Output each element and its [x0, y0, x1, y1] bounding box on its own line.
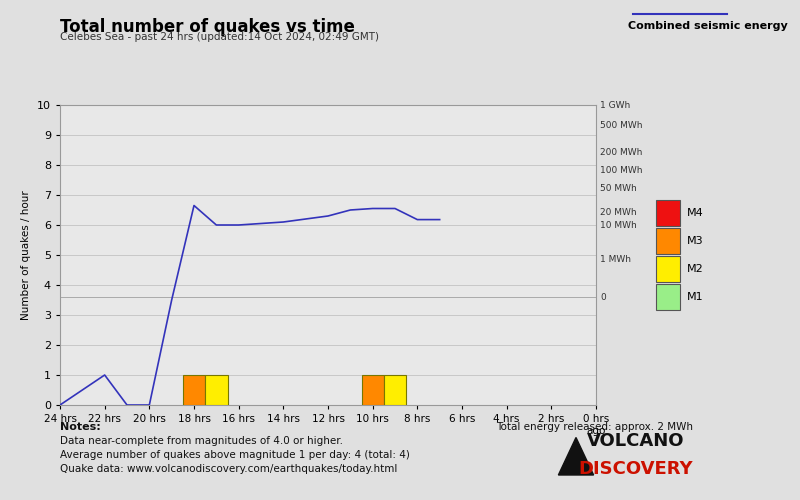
- Text: 1 MWh: 1 MWh: [600, 255, 631, 264]
- Text: 1 GWh: 1 GWh: [600, 100, 630, 110]
- Bar: [205, 375, 227, 405]
- Bar: [384, 375, 406, 405]
- Bar: [362, 375, 384, 405]
- Text: M2: M2: [686, 264, 703, 274]
- Text: 100 MWh: 100 MWh: [600, 166, 642, 175]
- Text: M1: M1: [686, 292, 703, 302]
- Text: VOLCANO: VOLCANO: [587, 432, 685, 450]
- Text: Data near-complete from magnitudes of 4.0 or higher.: Data near-complete from magnitudes of 4.…: [60, 436, 343, 446]
- Text: Quake data: www.volcanodiscovery.com/earthquakes/today.html: Quake data: www.volcanodiscovery.com/ear…: [60, 464, 398, 474]
- Text: 200 MWh: 200 MWh: [600, 148, 642, 158]
- Bar: [183, 375, 205, 405]
- Text: Celebes Sea - past 24 hrs (updated:14 Oct 2024, 02:49 GMT): Celebes Sea - past 24 hrs (updated:14 Oc…: [60, 32, 379, 42]
- Text: 500 MWh: 500 MWh: [600, 122, 642, 130]
- Text: Combined seismic energy: Combined seismic energy: [628, 21, 788, 31]
- Text: Average number of quakes above magnitude 1 per day: 4 (total: 4): Average number of quakes above magnitude…: [60, 450, 410, 460]
- Text: M4: M4: [686, 208, 703, 218]
- Text: 0: 0: [600, 292, 606, 302]
- Text: Total energy released: approx. 2 MWh: Total energy released: approx. 2 MWh: [496, 422, 693, 432]
- Y-axis label: Number of quakes / hour: Number of quakes / hour: [22, 190, 31, 320]
- Text: DISCOVERY: DISCOVERY: [578, 460, 694, 478]
- Text: 10 MWh: 10 MWh: [600, 220, 637, 230]
- Text: M3: M3: [686, 236, 703, 246]
- Text: Total number of quakes vs time: Total number of quakes vs time: [60, 18, 355, 36]
- Text: Notes:: Notes:: [60, 422, 101, 432]
- Text: 50 MWh: 50 MWh: [600, 184, 637, 194]
- Text: 20 MWh: 20 MWh: [600, 208, 637, 218]
